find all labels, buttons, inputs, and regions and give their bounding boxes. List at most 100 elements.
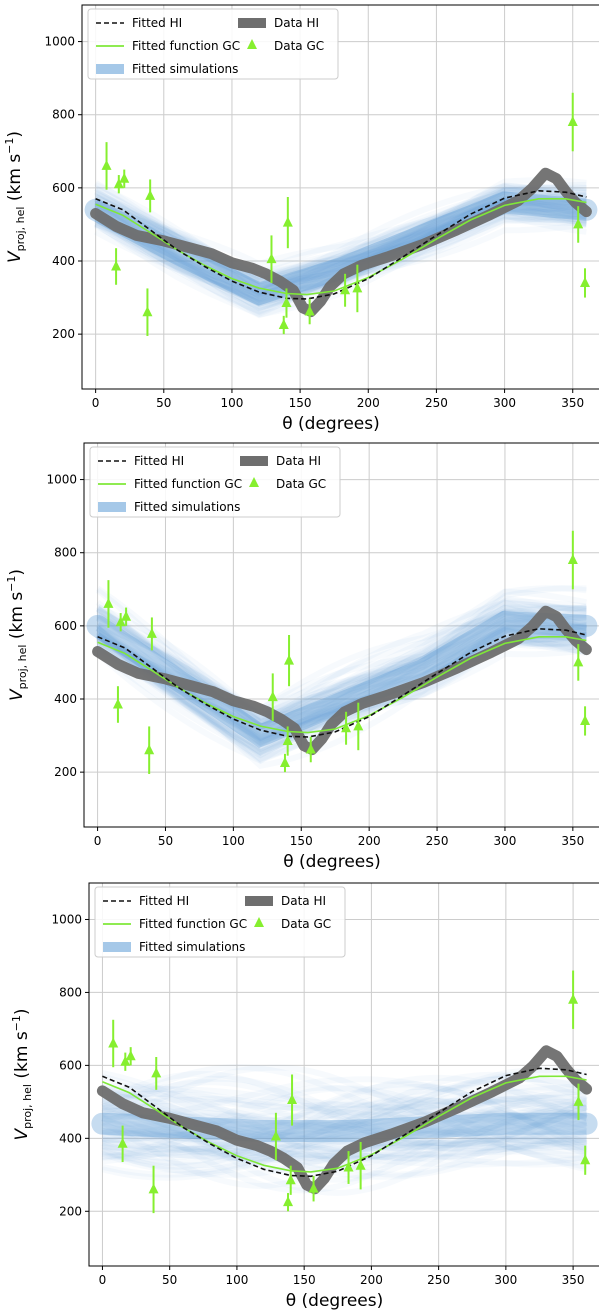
plot-area xyxy=(84,92,598,336)
simulation-curve xyxy=(101,1081,588,1161)
gc-marker xyxy=(278,319,289,329)
simulation-curve xyxy=(102,1101,587,1143)
legend-box xyxy=(87,8,339,80)
simulation-curve xyxy=(96,623,587,726)
simulation-curve xyxy=(101,1110,588,1144)
simulation-curve xyxy=(95,604,588,751)
simulation-curve xyxy=(102,1108,588,1138)
simulation-curve xyxy=(95,604,587,726)
simulation-curve xyxy=(101,1098,588,1141)
legend-sim-label: Fitted simulations xyxy=(132,62,238,76)
simulation-curve xyxy=(94,196,587,295)
x-tick-label: 200 xyxy=(360,1273,383,1287)
gc-marker xyxy=(270,1130,281,1141)
simulation-curve xyxy=(102,1127,588,1180)
gc-marker xyxy=(117,1137,128,1148)
gc-marker xyxy=(287,1094,298,1105)
data-hi-band xyxy=(90,167,592,317)
gc-marker xyxy=(142,306,153,317)
x-tick-label: 200 xyxy=(357,396,380,410)
data-gc-point xyxy=(101,142,112,190)
legend-sim-label: Fitted simulations xyxy=(139,940,245,954)
gc-marker xyxy=(568,993,579,1004)
x-tick-label: 100 xyxy=(225,1273,248,1287)
x-tick-label: 50 xyxy=(156,396,171,410)
data-gc-point xyxy=(146,617,157,651)
plot-frame xyxy=(81,4,599,390)
data-gc-point xyxy=(144,726,155,774)
gc-marker xyxy=(282,216,293,227)
x-tick-label: 350 xyxy=(561,834,584,848)
simulation-curve xyxy=(93,193,587,302)
simulation-curve xyxy=(102,1116,587,1141)
y-label-main: V xyxy=(7,688,27,701)
y-tick-label: 200 xyxy=(59,1204,82,1218)
x-tick-label: 100 xyxy=(220,396,243,410)
data-gc-point xyxy=(279,753,290,773)
gc-marker xyxy=(144,744,155,755)
y-tick-label: 1000 xyxy=(44,35,75,49)
plot-frame xyxy=(88,882,599,1267)
plot-area xyxy=(86,530,598,774)
legend-fitted-gc-label: Fitted function GC xyxy=(139,917,247,931)
legend-fitted-hi-label: Fitted HI xyxy=(134,454,184,468)
simulation-curve xyxy=(94,195,587,300)
data-gc-point xyxy=(151,1056,162,1090)
y-axis-label: Vproj, hel (km s−1) xyxy=(3,131,27,263)
legend-data-gc-swatch xyxy=(247,39,257,49)
gc-marker xyxy=(119,172,130,183)
simulation-curve xyxy=(96,632,587,719)
data-gc-point xyxy=(567,530,578,590)
gc-marker xyxy=(145,189,156,200)
legend-box xyxy=(94,886,346,958)
simulation-curve xyxy=(95,594,587,731)
simulation-curve xyxy=(101,1126,588,1181)
simulation-curve xyxy=(96,611,587,731)
x-tick-label: 250 xyxy=(425,396,448,410)
data-gc-point xyxy=(281,288,292,318)
data-gc-point xyxy=(119,169,130,188)
gc-marker xyxy=(340,284,351,295)
gc-marker xyxy=(308,1182,319,1193)
data-gc-point xyxy=(352,264,363,313)
y-tick-label: 1000 xyxy=(46,473,77,487)
y-tick-label: 400 xyxy=(52,254,75,268)
gc-marker xyxy=(125,1050,136,1061)
simulation-curve xyxy=(102,1121,587,1145)
simulation-curve xyxy=(95,625,587,764)
gc-marker xyxy=(120,1055,131,1066)
legend-data-gc-label: Data GC xyxy=(281,917,331,931)
data-gc-point xyxy=(573,644,584,681)
simulation-curve xyxy=(102,1084,587,1162)
simulation-curve xyxy=(95,615,588,755)
simulation-curve xyxy=(101,1102,588,1147)
gc-marker xyxy=(573,218,584,229)
simulation-curve xyxy=(95,634,587,746)
data-gc-point xyxy=(148,1165,159,1214)
chart-panel-3: 0 50 100 150 200 250 300 350 200 400 600 800 1000 θ (… xyxy=(10,882,599,1311)
data-gc-point xyxy=(284,635,295,687)
legend: Fitted HI Fitted function GC Fitted simula… xyxy=(87,8,339,80)
data-gc-point xyxy=(282,197,293,249)
gc-marker xyxy=(146,627,157,638)
simulation-curve xyxy=(101,1090,588,1178)
y-tick-label: 800 xyxy=(54,546,77,560)
data-gc-point xyxy=(304,298,315,325)
legend-data-gc-swatch xyxy=(249,477,259,487)
x-tick-label: 50 xyxy=(158,834,173,848)
simulation-curve xyxy=(95,618,588,750)
data-gc-point xyxy=(355,1141,366,1190)
simulation-curve xyxy=(101,1075,588,1153)
x-axis: 0 50 100 150 200 250 300 350 xyxy=(92,389,584,410)
legend-fitted-gc-label: Fitted function GC xyxy=(132,39,240,53)
x-tick-label: 150 xyxy=(290,834,313,848)
gc-marker xyxy=(304,305,315,316)
x-tick-label: 300 xyxy=(493,396,516,410)
simulation-curve xyxy=(94,187,587,288)
gc-marker xyxy=(112,698,123,709)
data-gc-point xyxy=(580,706,591,736)
y-tick-label: 600 xyxy=(52,181,75,195)
simulation-curve xyxy=(96,625,587,713)
simulation-curve xyxy=(93,190,588,303)
